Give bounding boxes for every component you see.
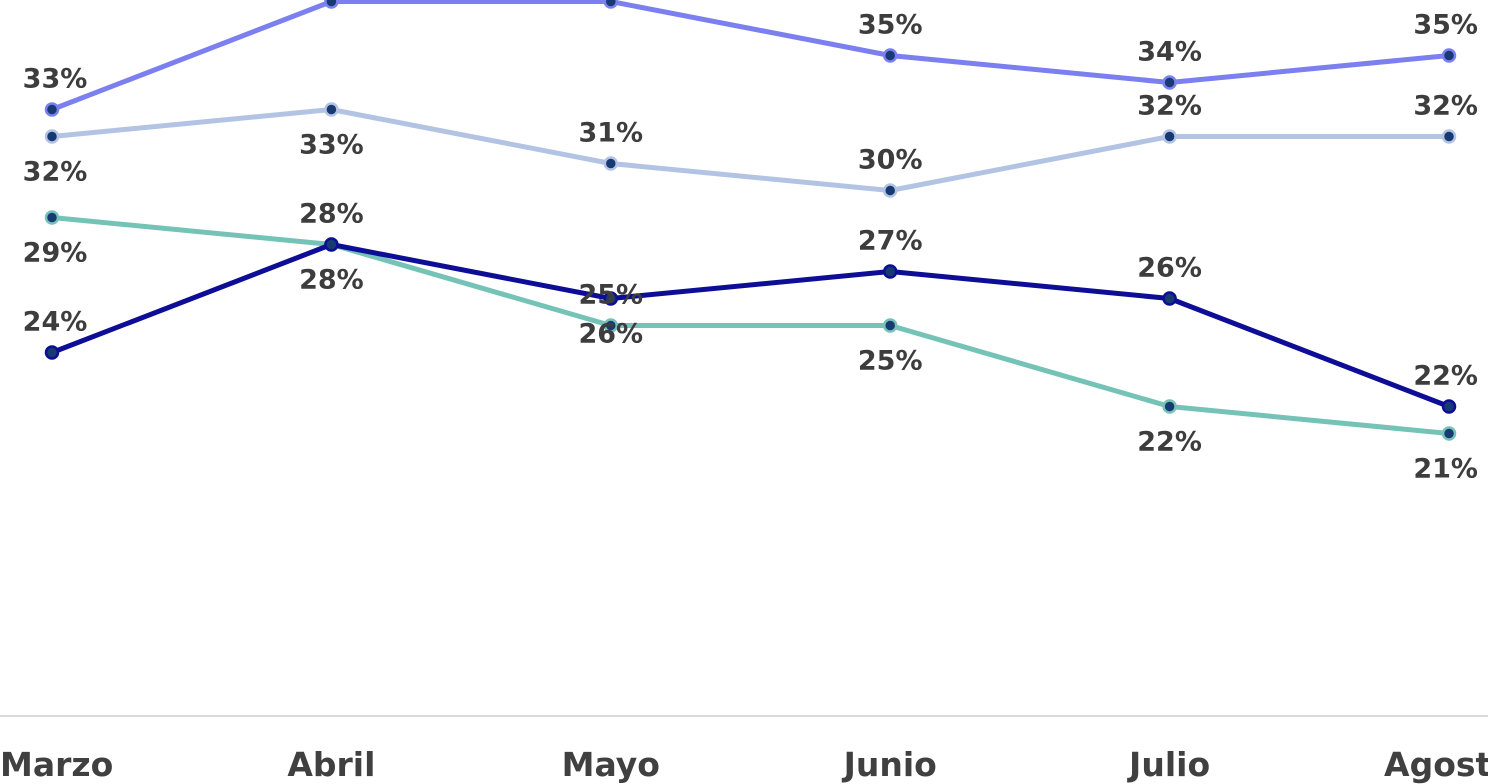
series-2 [44,102,1457,198]
series-layer [44,0,1457,441]
series-2-point-julio [1162,129,1177,144]
x-tick-label: Marzo [0,745,113,784]
series-3-point-mayo [603,318,619,333]
data-label: 30% [858,145,923,176]
x-tick-label: Abril [287,745,375,784]
x-tick-layer: Marzo Abril Mayo Junio Julio Agosto [0,745,1488,784]
series-1-point-mayo [603,0,619,9]
data-label: 25% [858,346,923,377]
series-4-point-agosto [1441,399,1457,414]
series-4-point-julio [1162,291,1177,306]
data-label: 21% [1413,454,1478,485]
series-4-point-junio [882,264,898,279]
series-3-point-agosto [1441,426,1457,441]
series-1-point-marzo [44,102,60,117]
data-label: 26% [578,319,643,350]
series-1-point-agosto [1441,48,1457,63]
series-3-line [51,215,1450,436]
data-label: 32% [1137,91,1202,122]
series-2-point-junio [882,183,898,198]
data-label: 32% [23,157,88,188]
series-1-line [51,0,1450,112]
data-label: 22% [1137,427,1202,458]
series-4-point-marzo [44,345,60,360]
data-label: 28% [299,265,364,296]
data-label: 34% [1137,37,1202,68]
series-4-line [51,242,1450,409]
series-2-point-agosto [1441,129,1457,144]
series-2-line [51,107,1449,193]
data-label: 33% [299,130,364,161]
series-3-point-junio [882,318,898,333]
series-1-point-junio [882,48,898,63]
series-2-point-marzo [44,129,60,144]
series-2-point-abril [324,102,339,117]
series-1-point-julio [1162,75,1177,90]
x-tick-label: Julio [1127,745,1210,784]
data-label: 35% [1413,10,1478,41]
data-label: 33% [23,64,88,95]
series-1 [44,0,1457,117]
series-4 [44,237,1457,414]
data-label: 28% [299,199,364,230]
data-label: 31% [578,118,643,149]
series-3-point-marzo [44,210,60,225]
x-tick-label: Mayo [562,745,660,784]
series-3-point-julio [1162,399,1177,414]
data-label-layer: 33%37%37%35%34%35%32%33%31%30%32%32%29%2… [23,10,1478,485]
series-2-point-mayo [603,156,619,171]
series-4-point-mayo [603,291,619,306]
data-label: 26% [1137,253,1202,284]
data-label: 29% [23,238,88,269]
data-label: 22% [1413,361,1478,392]
data-label: 35% [858,10,923,41]
data-label: 25% [578,280,643,311]
x-tick-label: Agosto [1384,745,1488,784]
data-label: 32% [1413,91,1478,122]
x-tick-label: Junio [842,745,937,784]
series-4-point-abril [324,237,339,252]
series-1-point-abril [324,0,339,9]
data-label: 27% [858,226,923,257]
data-label: 24% [23,307,88,338]
